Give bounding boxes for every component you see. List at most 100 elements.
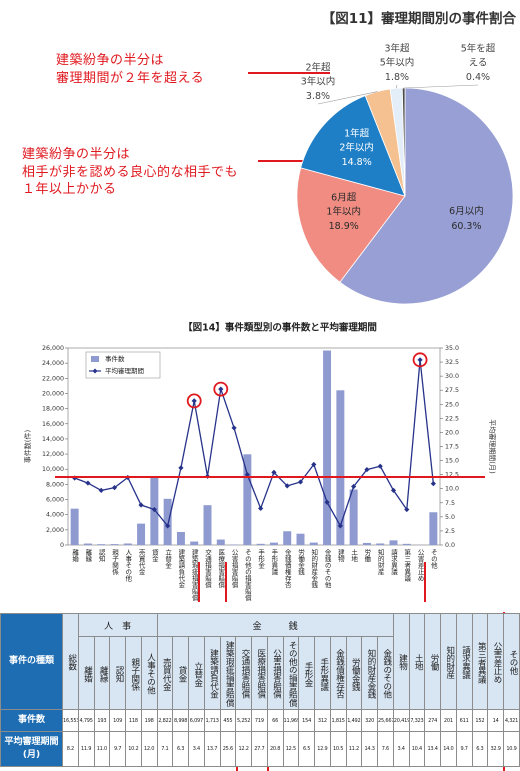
line-point: [430, 481, 436, 487]
legend-label: 平均審理期間: [105, 366, 144, 375]
table-cell: 12.2: [235, 731, 252, 767]
data-table: 事件の種類 総数人 事金 銭建物 土地 労働 知的財産 請求異議 第三者異議 公害差止め その他…: [0, 613, 520, 767]
line-point: [258, 505, 264, 512]
column-header: 貸金: [172, 636, 189, 710]
x-tick-label: 公害差止め: [416, 549, 425, 582]
y2-tick-label: 2.5: [445, 528, 455, 535]
y2-tick-label: 22.5: [445, 415, 459, 422]
y2-tick-label: 12.5: [445, 472, 459, 479]
column-header: 親子関係: [125, 636, 142, 710]
legend-swatch: [92, 368, 98, 374]
table-cell: 118: [125, 709, 142, 732]
table-cell: 10.9: [503, 731, 520, 767]
pie-label: 3年超 5年以内: [379, 43, 415, 69]
table-cell: 27.7: [251, 731, 268, 767]
table-cell: 25,667: [377, 709, 394, 732]
table-cell: 9.7: [455, 731, 473, 767]
x-tick-label: 立替金: [163, 549, 172, 569]
x-tick-label: 請求異議: [389, 549, 398, 575]
x-tick-label: 金銭債権存否: [283, 549, 292, 588]
column-header: 建築瑕疵損害賠償: [219, 636, 237, 710]
y2-tick-label: 15.0: [445, 458, 459, 465]
column-header: その他の損害賠償: [282, 636, 300, 710]
header-row: 事件の種類 総数人 事金 銭建物 土地 労働 知的財産 請求異議 第三者異議 公害差止め その他: [0, 613, 520, 710]
y2-tick-label: 25.0: [445, 401, 459, 408]
table-cell: 6.3: [471, 731, 489, 767]
column-header: 公害損害賠償: [266, 636, 284, 710]
table-cell: 154: [298, 709, 315, 732]
table-cell: 10.4: [408, 731, 426, 767]
bar: [83, 543, 92, 545]
highlight-circle: [213, 381, 229, 397]
group-header: 金 銭: [156, 613, 394, 637]
column-header: 手形金: [298, 636, 315, 710]
x-tick-label: 医療損害賠償: [216, 549, 225, 588]
y-axis-label: 事件数(件): [23, 430, 32, 464]
column-header: 手形異議: [314, 636, 331, 710]
y-tick-label: 8,000: [46, 481, 64, 488]
column-header: 建物: [392, 613, 410, 710]
y-tick-label: 6,000: [46, 497, 64, 504]
table-cell: 320: [361, 709, 378, 732]
pie-slice: [339, 87, 514, 305]
pie-value-label: 14.8%: [341, 156, 372, 168]
column-header: 認知: [109, 636, 126, 710]
line-point: [231, 425, 237, 431]
row-header: 平均審理期間 (月): [0, 731, 63, 767]
bar: [137, 523, 146, 545]
pie-label: 5年を超える: [460, 43, 496, 69]
x-tick-label: 労働金銭: [296, 549, 305, 575]
bar: [216, 539, 225, 545]
line-point: [151, 506, 157, 513]
bar: [203, 505, 212, 545]
line-point: [404, 506, 410, 513]
column-header: 立替金: [188, 636, 205, 710]
table-cell: 12.0: [140, 731, 158, 767]
x-tick-label: 親子関係: [110, 549, 119, 575]
column-header: 医療損害賠償: [251, 636, 268, 710]
x-tick-label: その他: [429, 549, 438, 569]
pie-slice: [296, 167, 406, 283]
annotation: 建築紛争の半分は 相手が非を認める良心的な相手でも １年以上かかる: [22, 147, 239, 198]
bar: [243, 454, 252, 545]
table-cell: 274: [424, 709, 441, 732]
bar: [70, 508, 79, 545]
pie-label: 6月以内: [449, 205, 484, 217]
y-tick-label: 14,000: [42, 436, 64, 443]
y-tick-label: 4,000: [46, 512, 64, 519]
table-cell: 11.0: [93, 731, 111, 767]
column-header: 人事その他: [140, 636, 158, 710]
column-header: 土地: [408, 613, 426, 710]
plot-area: [67, 347, 441, 546]
line-point: [351, 483, 357, 490]
table-cell: 20,419: [392, 709, 410, 732]
y2-tick-label: 32.5: [445, 359, 459, 366]
highlight-circle: [412, 352, 428, 368]
bar: [296, 533, 305, 545]
bar: [256, 543, 265, 545]
column-header: 第三者異議: [471, 613, 489, 710]
pie-label: 2年超 3年以内: [300, 62, 336, 88]
column-header: 離縁: [93, 636, 111, 710]
column-header: 離婚: [77, 636, 95, 710]
table-cell: 11.2: [345, 731, 363, 767]
y-tick-label: 22,000: [42, 375, 64, 382]
column-header: 公害差止め: [487, 613, 504, 710]
x-tick-label: 知的財産金銭: [309, 549, 318, 588]
line-point: [324, 499, 330, 505]
pie-label: 6月超 1年以内: [326, 192, 361, 218]
line-point: [364, 466, 370, 473]
table-cell: 9.7: [109, 731, 126, 767]
annotation: 建築紛争の半分は 審理期間が２年を超える: [56, 53, 205, 86]
x-tick-label: 土地: [349, 549, 358, 562]
table-cell: 14: [487, 709, 504, 732]
y2-tick-label: 17.5: [445, 444, 459, 451]
bar: [97, 544, 106, 545]
leader-line: [403, 84, 479, 89]
row-header: 事件数: [0, 709, 63, 732]
x-tick-label: 手形金: [256, 549, 265, 569]
x-tick-label: 労働: [362, 549, 371, 562]
table-cell: 4,795: [77, 709, 95, 732]
line-series: [74, 359, 435, 528]
table-cell: 719: [251, 709, 268, 732]
